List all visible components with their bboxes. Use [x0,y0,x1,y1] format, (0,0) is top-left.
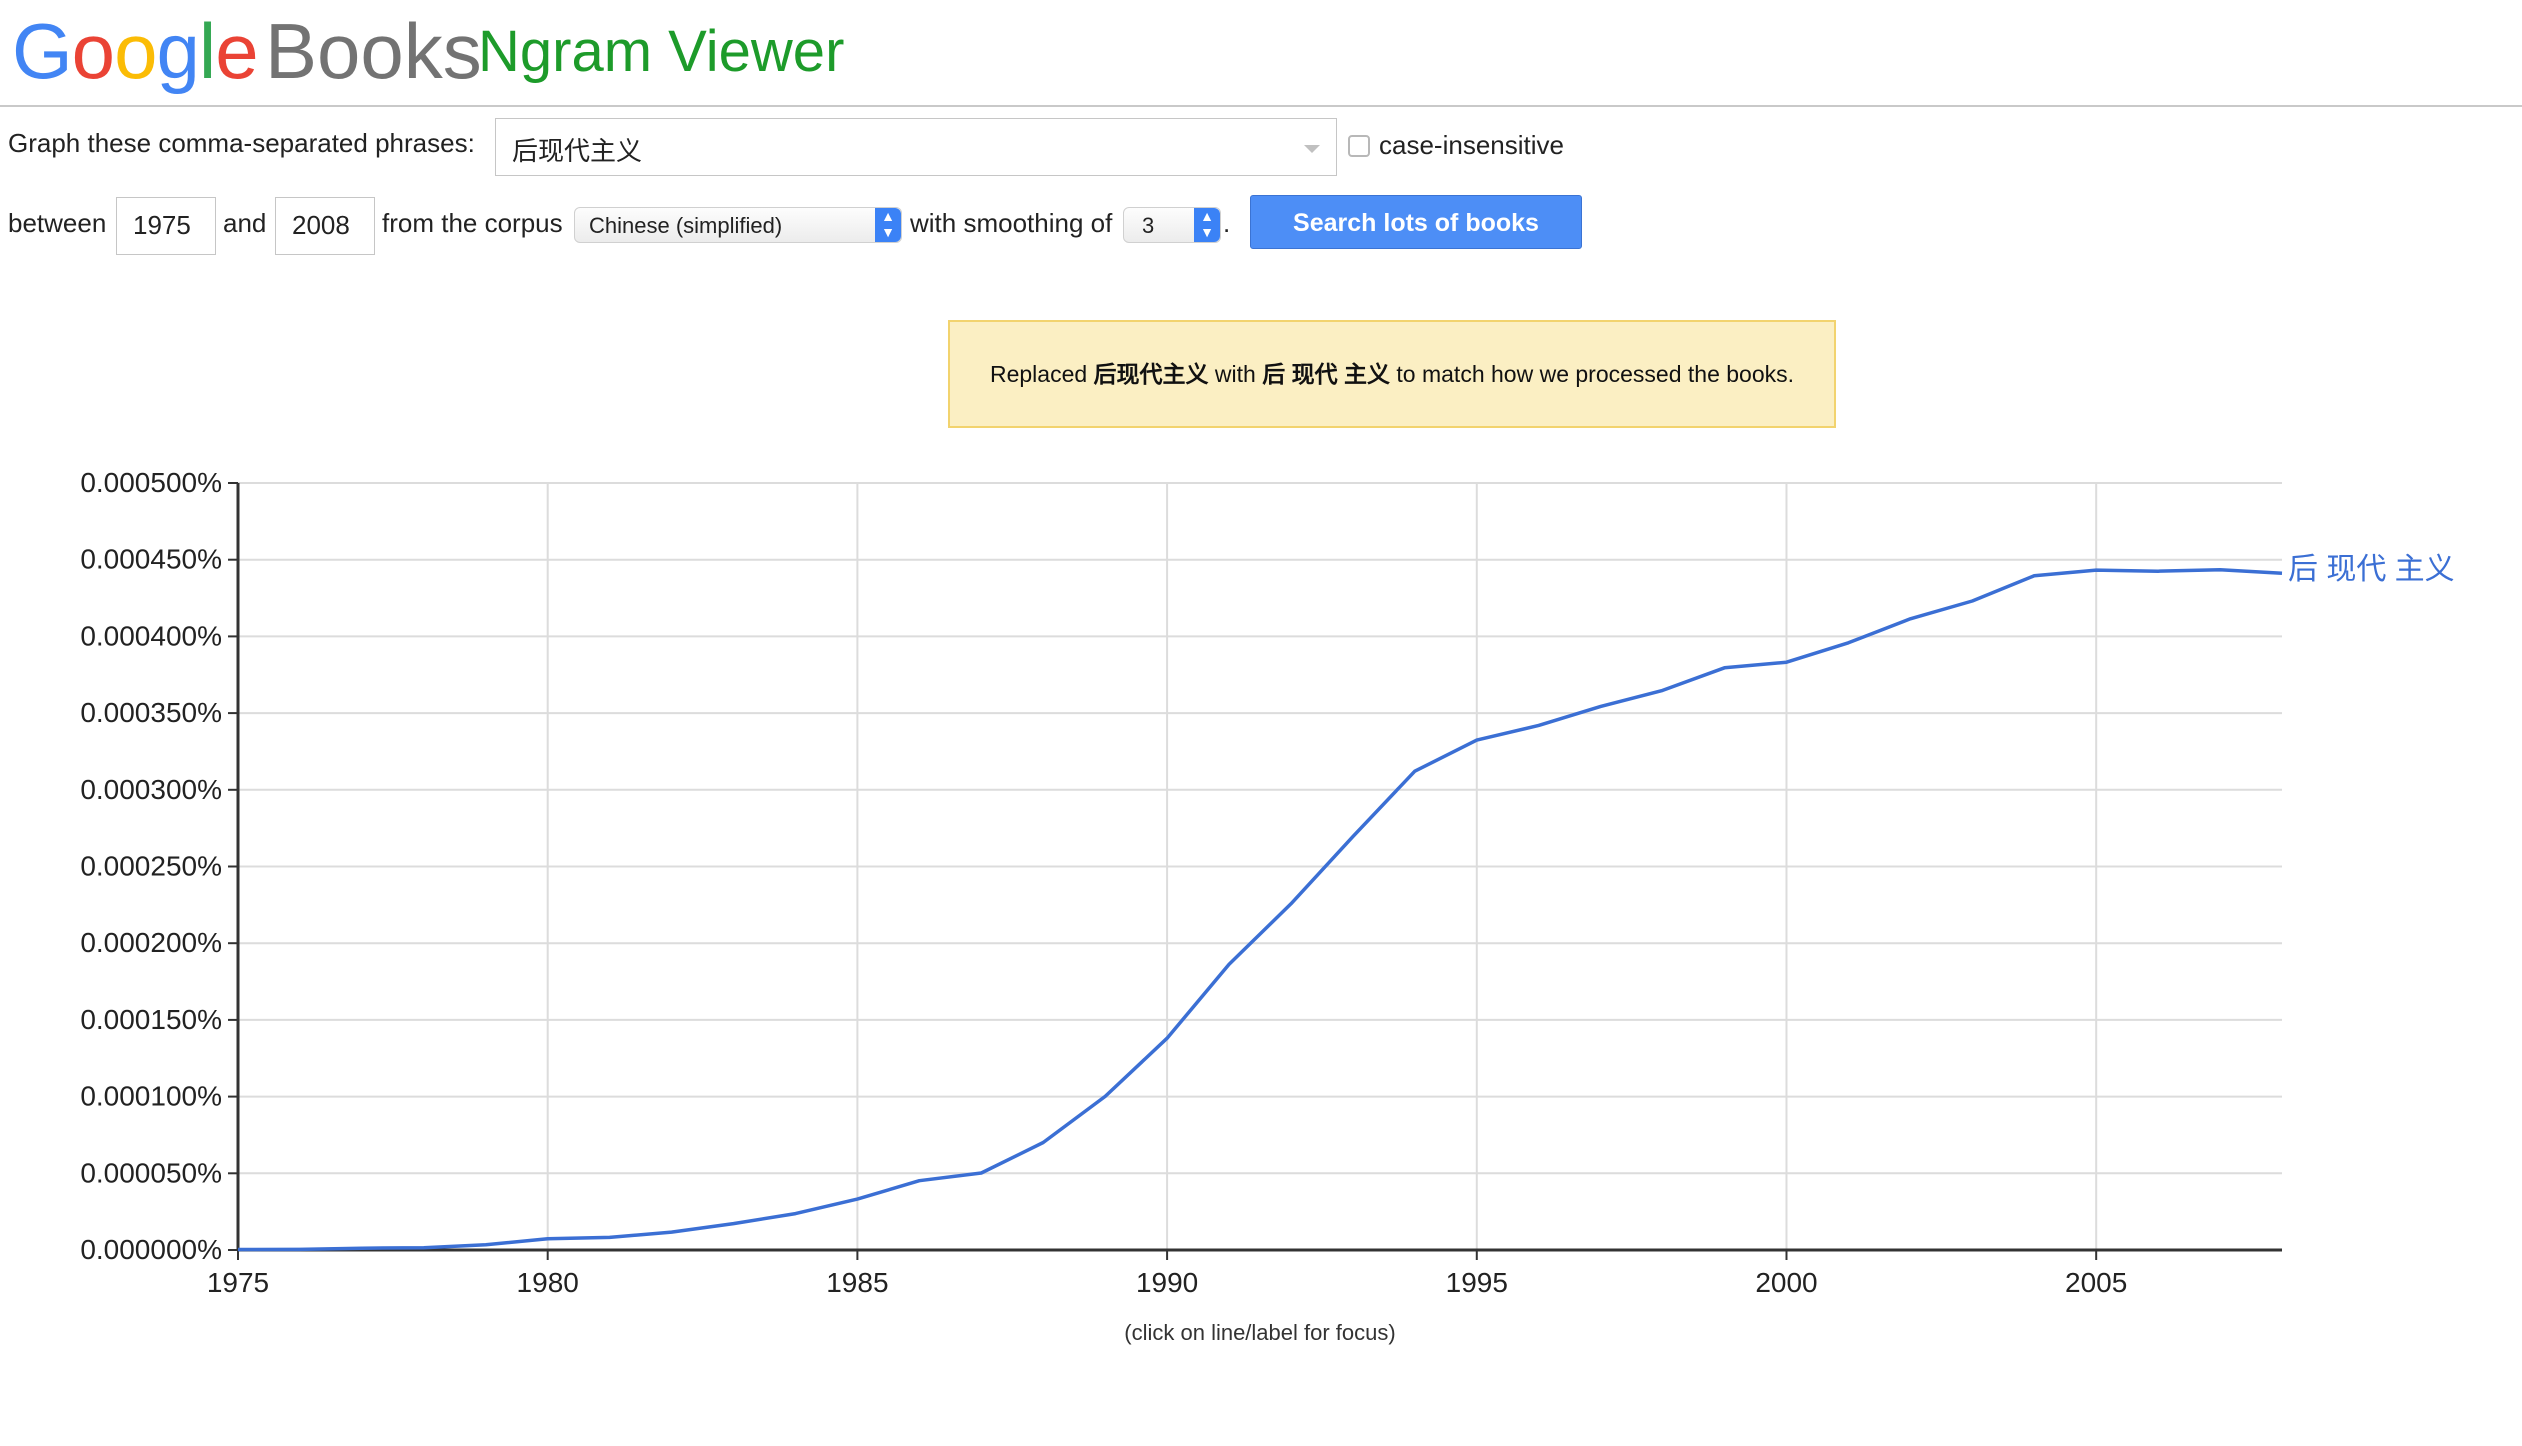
y-tick-label: 0.000050% [80,1157,222,1188]
corpus-select-value: Chinese (simplified) [589,213,783,238]
smoothing-select-value: 3 [1142,213,1155,238]
phrases-input-value: 后现代主义 [512,136,643,166]
search-button[interactable]: Search lots of books [1250,195,1582,249]
notice-original: 后现代主义 [1093,361,1209,387]
smoothing-label: with smoothing of [910,208,1113,238]
y-tick-label: 0.000500% [80,467,222,498]
chart-footnote: (click on line/label for focus) [1124,1320,1395,1345]
y-tick-label: 0.000450% [80,544,222,575]
period: . [1223,208,1231,238]
x-tick-label: 2000 [1755,1267,1817,1298]
spinner-icon: ▲ ▼ [875,208,901,242]
logo-letter: o [114,7,157,95]
and-label: and [223,208,267,238]
notice-mid: with [1208,361,1263,387]
y-tick-label: 0.000100% [80,1081,222,1112]
notice-replacement: 后 现代 主义 [1262,361,1391,387]
replacement-notice: Replaced 后现代主义 with 后 现代 主义 to match how… [948,320,1836,428]
y-tick-label: 0.000400% [80,620,222,651]
notice-suffix: to match how we processed the books. [1390,361,1795,387]
x-tick-label: 1985 [826,1267,888,1298]
end-year-value: 2008 [292,210,350,240]
y-tick-label: 0.000150% [80,1004,222,1035]
x-tick-label: 1975 [207,1267,269,1298]
end-year-input[interactable]: 2008 [275,197,375,255]
y-tick-label: 0.000300% [80,774,222,805]
case-insensitive-checkbox[interactable] [1348,135,1370,157]
books-wordmark[interactable]: Books [265,7,482,95]
case-insensitive-label[interactable]: case-insensitive [1379,130,1564,160]
logo-letter: G [12,7,73,95]
google-logo[interactable]: Google [12,6,259,97]
chevron-down-icon[interactable] [1304,145,1320,153]
phrases-label: Graph these comma-separated phrases: [8,128,475,158]
start-year-input[interactable]: 1975 [116,197,216,255]
smoothing-select[interactable]: 3 ▲ ▼ [1123,207,1221,243]
logo-letter: e [215,7,258,95]
between-label: between [8,208,107,238]
logo-letter: g [156,7,199,95]
x-tick-label: 1990 [1136,1267,1198,1298]
corpus-label: from the corpus [382,208,563,238]
logo-letter: l [198,7,216,95]
corpus-select[interactable]: Chinese (simplified) ▲ ▼ [574,207,902,243]
series-label[interactable]: 后 现代 主义 [2288,553,2455,586]
y-tick-label: 0.000350% [80,697,222,728]
x-tick-label: 2005 [2065,1267,2127,1298]
y-tick-label: 0.000200% [80,927,222,958]
notice-prefix: Replaced [989,361,1094,387]
y-tick-label: 0.000000% [80,1234,222,1265]
x-tick-label: 1995 [1446,1267,1508,1298]
phrases-input[interactable]: 后现代主义 [495,118,1337,176]
spinner-icon: ▲ ▼ [1194,208,1220,242]
start-year-value: 1975 [133,210,191,240]
x-tick-label: 1980 [517,1267,579,1298]
page-title[interactable]: Ngram Viewer [478,19,845,84]
y-tick-label: 0.000250% [80,851,222,882]
header: Google Books Ngram Viewer [0,0,2522,107]
logo-letter: o [71,7,115,95]
series-line[interactable] [237,567,2283,1252]
